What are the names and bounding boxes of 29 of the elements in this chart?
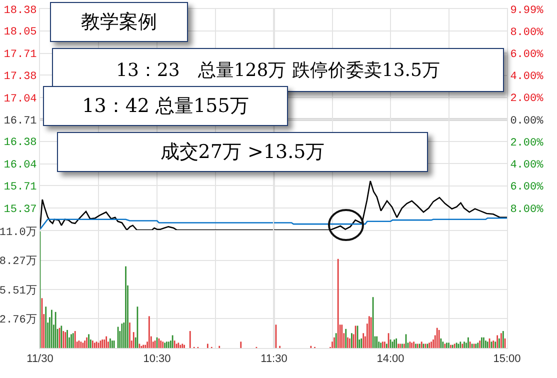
y2-tick-label: 4.00% [510,160,544,172]
x-tick-label: 14:00 [376,353,404,366]
y-tick-label: 8.27万 [0,255,37,268]
y-tick-label: 18.38 [4,4,37,17]
y-tick-label: 16.04 [4,160,38,172]
y2-tick-label: 6.00% [510,48,544,61]
y2-tick-label: 0.00% [510,115,544,128]
y-tick-label: 18.05 [4,26,37,39]
x-tick-label: 15:00 [493,353,521,366]
y-tick-label: 2.76万 [0,314,37,327]
y-tick-label: 17.71 [4,49,38,62]
y-tick-label: 15.71 [4,182,38,194]
y-tick-label: 15.37 [4,204,37,216]
y2-tick-label: 9.99% [510,4,544,17]
x-tick-label: 11:30 [260,353,288,366]
x-tick-label: 11/30 [26,353,54,366]
y2-tick-label: 8.00% [510,26,544,39]
y2-tick-label: 6.00% [510,182,544,194]
y-tick-label: 16.71 [4,115,38,128]
y-tick-label: 5.51万 [0,284,37,298]
y2-tick-label: 4.00% [510,71,544,84]
y2-tick-label: 8.00% [510,204,544,216]
y-tick-label: 17.04 [4,94,38,106]
x-tick-label: 10:30 [143,353,171,366]
y-tick-label: 16.38 [4,137,37,150]
y2-tick-label: 2.00% [510,93,544,106]
y-tick-label: 17.38 [4,71,37,84]
y2-tick-label: 2.00% [510,137,544,150]
y-tick-label: 11.0万 [0,226,37,239]
